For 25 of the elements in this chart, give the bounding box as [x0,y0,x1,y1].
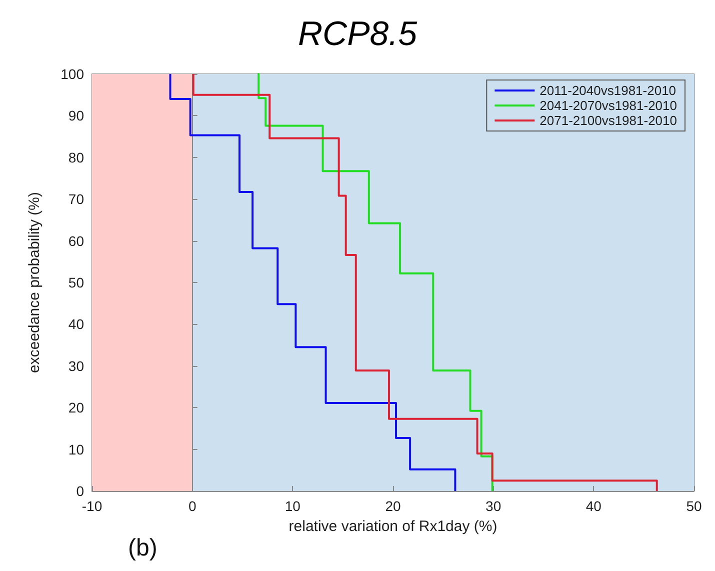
x-tick-label: 10 [284,498,301,514]
x-tick-label: 20 [385,498,401,514]
legend-label: 2011-2040vs1981-2010 [540,83,676,98]
x-axis-title: relative variation of Rx1day (%) [288,518,498,535]
chart-title: RCP8.5 [298,15,418,53]
x-tick-label: 0 [188,498,196,514]
y-tick-label: 0 [76,483,84,499]
y-tick-label: 80 [68,149,84,166]
text: (b) [128,534,158,562]
y-tick-label: 30 [68,358,84,374]
x-tick-label: 50 [686,498,702,514]
y-tick-label: 10 [68,441,84,458]
legend-label: 2041-2070vs1981-2010 [540,98,678,113]
y-tick-label: 50 [68,274,84,290]
y-axis-title: exceedance probability (%) [26,192,43,373]
y-tick-label: 100 [60,66,84,82]
y-tick-label: 90 [68,108,84,124]
x-tick-label: 30 [486,498,502,514]
y-tick-label: 60 [68,232,84,249]
x-tick-label: -10 [82,498,102,514]
x-tick-label: 40 [586,498,602,514]
legend-label: 2071-2100vs1981-2010 [540,113,678,128]
y-tick-label: 20 [68,400,84,416]
y-tick-label: 40 [68,316,84,332]
y-tick-label: 70 [68,191,84,208]
